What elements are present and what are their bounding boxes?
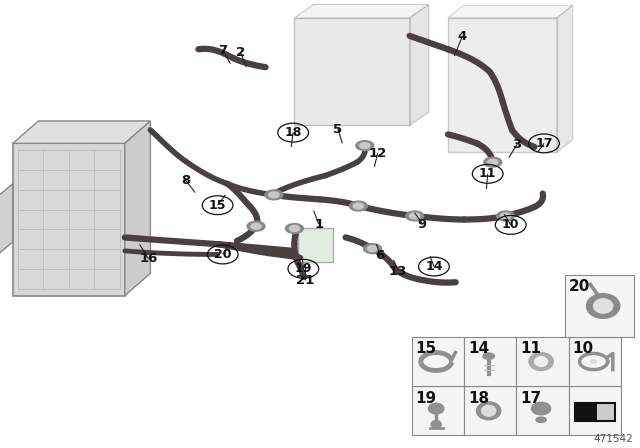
Ellipse shape <box>349 201 367 211</box>
Polygon shape <box>0 184 13 255</box>
Polygon shape <box>448 5 573 18</box>
Text: 471542: 471542 <box>594 435 634 444</box>
Ellipse shape <box>536 417 547 422</box>
Polygon shape <box>294 4 429 18</box>
Polygon shape <box>294 18 410 125</box>
Circle shape <box>429 403 444 414</box>
Bar <box>464 386 516 435</box>
Text: 15: 15 <box>209 198 227 212</box>
Text: 2: 2 <box>236 46 245 60</box>
Ellipse shape <box>285 224 303 233</box>
Bar <box>569 386 621 435</box>
Bar <box>412 386 464 435</box>
Ellipse shape <box>500 213 511 219</box>
Ellipse shape <box>484 157 502 167</box>
Text: 9: 9 <box>418 217 427 231</box>
Ellipse shape <box>529 353 553 370</box>
Text: 12: 12 <box>369 146 387 160</box>
Text: 11: 11 <box>520 341 541 356</box>
Bar <box>569 337 621 386</box>
Text: 21: 21 <box>296 273 314 287</box>
Text: 10: 10 <box>573 341 594 356</box>
Circle shape <box>431 421 442 428</box>
Polygon shape <box>557 5 573 152</box>
Polygon shape <box>13 121 150 143</box>
Text: 13: 13 <box>389 264 407 278</box>
Text: 8: 8 <box>181 173 190 187</box>
Text: 1: 1 <box>314 217 323 231</box>
Polygon shape <box>448 18 557 152</box>
Ellipse shape <box>590 360 597 363</box>
Text: 14: 14 <box>468 341 489 356</box>
Text: 10: 10 <box>502 218 520 232</box>
Text: 19: 19 <box>415 391 436 405</box>
Ellipse shape <box>586 294 620 318</box>
Ellipse shape <box>593 299 612 313</box>
Ellipse shape <box>531 402 550 415</box>
Ellipse shape <box>289 226 300 231</box>
Polygon shape <box>410 4 429 125</box>
Text: 14: 14 <box>425 260 443 273</box>
Text: 6: 6 <box>376 249 385 262</box>
Bar <box>412 337 464 386</box>
Text: 4: 4 <box>458 30 467 43</box>
Ellipse shape <box>367 246 378 251</box>
Ellipse shape <box>251 223 261 229</box>
Text: 3: 3 <box>513 138 522 151</box>
Bar <box>516 386 569 435</box>
Ellipse shape <box>410 213 420 219</box>
Ellipse shape <box>353 203 364 209</box>
Text: 18: 18 <box>468 391 489 405</box>
Text: 15: 15 <box>415 341 436 356</box>
Ellipse shape <box>360 142 370 148</box>
Text: 18: 18 <box>284 126 302 139</box>
Text: 19: 19 <box>294 262 312 276</box>
Bar <box>575 403 615 421</box>
Text: 17: 17 <box>535 137 553 150</box>
Text: 5: 5 <box>333 122 342 136</box>
Ellipse shape <box>364 244 381 254</box>
Text: 20: 20 <box>214 248 232 261</box>
Ellipse shape <box>269 192 279 198</box>
Text: 17: 17 <box>520 391 541 405</box>
Polygon shape <box>298 228 333 262</box>
Bar <box>516 337 569 386</box>
Ellipse shape <box>476 402 501 420</box>
Bar <box>464 337 516 386</box>
Polygon shape <box>13 143 125 296</box>
Ellipse shape <box>497 211 515 221</box>
Text: 7: 7 <box>218 43 227 57</box>
Bar <box>565 275 634 337</box>
Ellipse shape <box>265 190 283 200</box>
Polygon shape <box>125 121 150 296</box>
Ellipse shape <box>535 357 548 366</box>
Text: 16: 16 <box>140 252 157 266</box>
Ellipse shape <box>488 159 498 165</box>
Bar <box>575 403 597 421</box>
Ellipse shape <box>483 353 495 359</box>
Ellipse shape <box>406 211 424 221</box>
Ellipse shape <box>247 221 265 231</box>
Text: 20: 20 <box>568 279 589 293</box>
Ellipse shape <box>481 405 496 416</box>
Ellipse shape <box>356 141 374 151</box>
Text: 11: 11 <box>479 167 497 181</box>
